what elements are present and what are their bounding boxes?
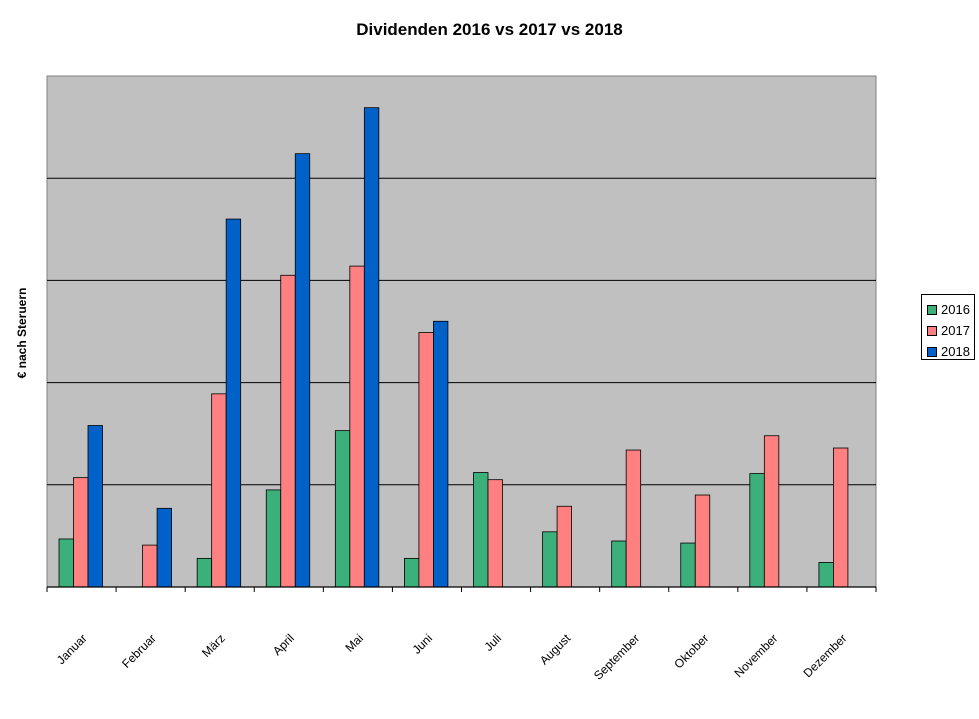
x-tick-label-Oktober: Oktober: [671, 631, 711, 671]
bar-2016-Oktober: [680, 542, 696, 588]
legend-label-2018: 2018: [941, 344, 970, 359]
legend-item-2017: 2017: [927, 320, 974, 341]
bar-2016-Dezember: [818, 562, 834, 588]
bar-2017-Februar: [142, 544, 158, 588]
bar-2016-März: [196, 557, 213, 588]
bar-2017-Juni: [418, 332, 434, 588]
bar-2017-Dezember: [833, 447, 849, 588]
x-tick-label-Juli: Juli: [482, 631, 505, 654]
x-tick-label-März: März: [199, 631, 228, 660]
bar-2018-Juni: [433, 320, 449, 588]
legend: 2016 2017 2018: [921, 294, 975, 360]
bar-2018-Februar: [156, 507, 172, 588]
legend-swatch-2017: [927, 325, 937, 336]
x-tick-label-Juni: Juni: [410, 631, 435, 656]
bar-2016-Mai: [334, 430, 351, 588]
x-tick-label-Februar: Februar: [119, 631, 159, 671]
legend-swatch-2016: [927, 304, 937, 315]
bar-2018-April: [294, 153, 311, 588]
bar-2018-März: [225, 218, 242, 588]
legend-item-2018: 2018: [927, 341, 974, 362]
bar-2017-Oktober: [694, 494, 711, 588]
legend-label-2016: 2016: [941, 302, 970, 317]
bar-2017-November: [763, 435, 780, 588]
bar-2018-Mai: [363, 107, 380, 588]
bar-2017-September: [625, 449, 642, 588]
x-tick-label-Mai: Mai: [342, 631, 366, 655]
x-tick-label-Dezember: Dezember: [801, 631, 850, 680]
bar-2017-April: [280, 274, 296, 588]
bar-2016-August: [542, 531, 558, 588]
bar-2016-April: [265, 489, 282, 588]
bar-2018-Januar: [87, 425, 103, 588]
bar-2016-September: [611, 540, 627, 588]
bar-2017-Januar: [73, 477, 89, 588]
plot-area: [46, 75, 877, 588]
legend-item-2016: 2016: [927, 299, 974, 320]
legend-label-2017: 2017: [941, 323, 970, 338]
x-tick-label-August: August: [537, 631, 574, 668]
x-tick-label-November: November: [731, 631, 780, 680]
legend-swatch-2018: [927, 346, 937, 357]
bar-2016-Juli: [473, 472, 489, 588]
bar-2016-Juni: [404, 557, 420, 588]
x-tick-label-September: September: [591, 631, 642, 682]
x-tick-label-April: April: [270, 631, 297, 658]
bar-2016-Januar: [58, 538, 74, 588]
bar-2017-Juli: [487, 479, 503, 588]
bar-2017-März: [211, 393, 227, 588]
bar-2017-August: [556, 505, 572, 588]
chart-title: Dividenden 2016 vs 2017 vs 2018: [356, 20, 623, 39]
bar-2017-Mai: [349, 265, 365, 588]
bar-2016-November: [749, 473, 765, 588]
x-tick-label-Januar: Januar: [54, 631, 90, 667]
